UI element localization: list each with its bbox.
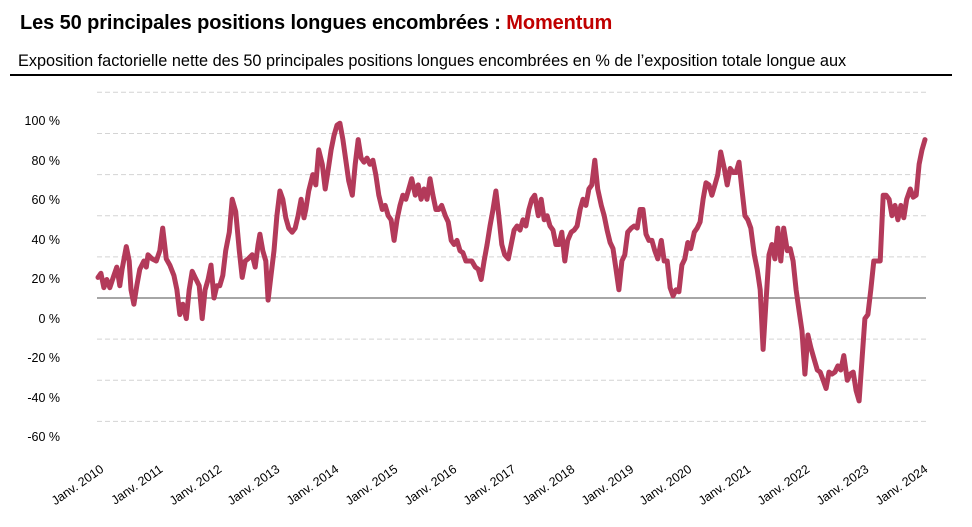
- title-divider: [10, 74, 952, 76]
- chart-subtitle: Exposition factorielle nette des 50 prin…: [18, 52, 847, 70]
- gridlines: [97, 91, 926, 422]
- momentum-series-line: [95, 120, 928, 404]
- y-tick-label: 80 %: [31, 153, 61, 168]
- y-tick-label: -40 %: [27, 390, 60, 405]
- y-tick-label: -20 %: [27, 351, 60, 365]
- y-tick-label: 0 %: [38, 311, 60, 326]
- chart-title-main: Les 50 principales positions longues enc…: [20, 12, 507, 34]
- chart-title-accent: Momentum: [506, 12, 613, 34]
- y-tick-label: 40 %: [31, 232, 61, 247]
- y-tick-label: -60 %: [27, 430, 60, 444]
- y-tick-label: 20 %: [31, 272, 61, 286]
- chart-title: Les 50 principales positions longues enc…: [20, 12, 612, 35]
- y-tick-label: 60 %: [31, 193, 61, 207]
- y-tick-label: 100 %: [24, 114, 60, 128]
